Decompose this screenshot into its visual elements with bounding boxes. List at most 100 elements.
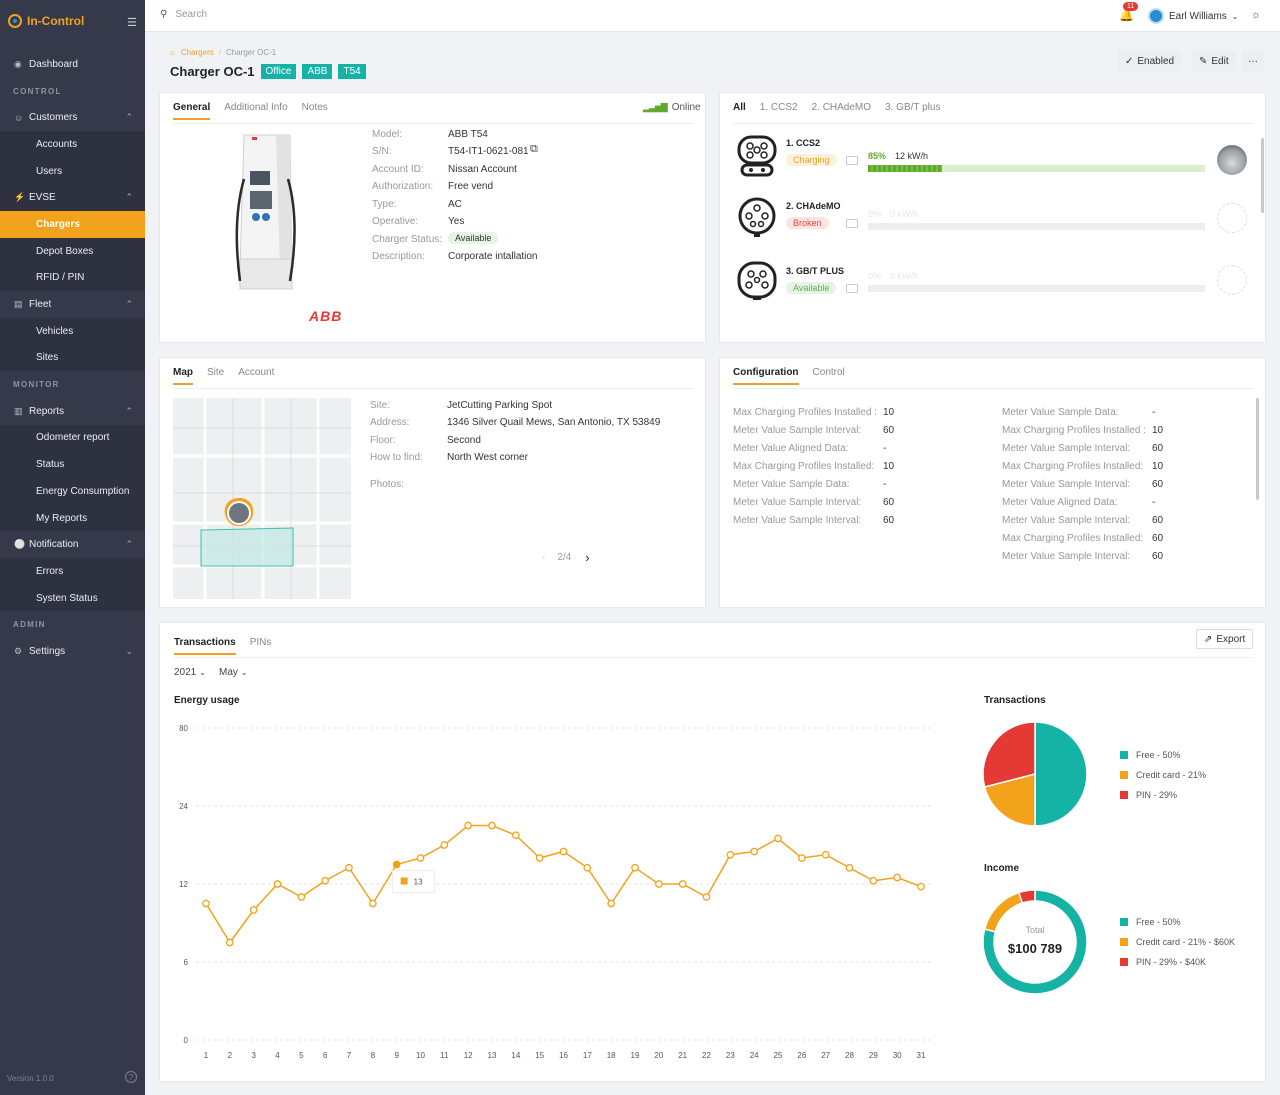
sidebar-item-odometer-report[interactable]: Odometer report (0, 424, 145, 452)
data-point[interactable] (654, 880, 663, 888)
data-point[interactable] (202, 899, 210, 908)
data-point[interactable] (416, 854, 425, 862)
sidebar-item-system-status[interactable]: Systen Status (0, 584, 145, 612)
tab-additional-info[interactable]: Additional Info (224, 102, 288, 113)
tab-transactions[interactable]: Transactions (174, 637, 236, 655)
data-point[interactable] (845, 863, 854, 872)
tab-all[interactable]: All (733, 102, 746, 113)
data-point[interactable] (893, 873, 902, 882)
export-button[interactable]: ⇗ Export (1196, 629, 1254, 649)
data-point[interactable] (321, 876, 330, 885)
theme-toggle-sun-icon[interactable]: ☼ (1251, 9, 1262, 21)
x-tick-label: 27 (821, 1051, 830, 1060)
sidebar-item-customers[interactable]: ☺ Customers ⌃ (14, 112, 133, 124)
tab-gbt-plus[interactable]: 3. GB/T plus (885, 102, 941, 113)
data-point[interactable] (678, 880, 687, 888)
data-point[interactable] (368, 899, 377, 908)
sidebar-item-status[interactable]: Status (0, 451, 145, 478)
slice-pin[interactable] (1017, 889, 1036, 904)
enabled-button[interactable]: ✓ Enabled (1118, 51, 1182, 71)
data-point[interactable] (345, 863, 353, 872)
data-point[interactable] (464, 821, 473, 830)
chevron-right-icon[interactable]: › (585, 550, 590, 565)
data-point[interactable] (440, 841, 449, 849)
data-point[interactable] (750, 847, 759, 856)
tab-map[interactable]: Map (173, 367, 193, 385)
search-input[interactable]: Search (175, 9, 208, 20)
site-photo[interactable] (448, 476, 517, 543)
slice-credit[interactable] (983, 773, 1036, 827)
sidebar-item-errors[interactable]: Errors (0, 558, 145, 585)
month-select[interactable]: May ⌄ (219, 667, 248, 678)
tab-chademo[interactable]: 2. CHAdeMO (811, 102, 872, 113)
sidebar-item-rfid-pin[interactable]: RFID / PIN (0, 264, 145, 292)
sidebar-item-evse[interactable]: ⚡ EVSE ⌃ (0, 184, 145, 212)
data-point[interactable] (726, 850, 735, 859)
help-icon[interactable]: ? (125, 1071, 137, 1083)
slice-pin[interactable] (982, 721, 1036, 788)
sidebar-item-sites[interactable]: Sites (0, 344, 145, 372)
sidebar-item-vehicles[interactable]: Vehicles (0, 317, 145, 345)
data-point[interactable] (535, 854, 544, 862)
vehicle-avatar[interactable] (1217, 145, 1247, 175)
tab-notes[interactable]: Notes (301, 102, 328, 113)
data-point[interactable] (869, 876, 878, 885)
data-point[interactable] (559, 847, 568, 856)
tab-account[interactable]: Account (238, 367, 275, 378)
data-point[interactable] (273, 880, 282, 888)
sidebar-item-users[interactable]: Users (0, 157, 145, 185)
sidebar-item-chargers[interactable]: Chargers (0, 211, 145, 238)
data-point[interactable] (511, 831, 520, 840)
account-link[interactable]: Nissan Account (448, 164, 517, 175)
site-photo[interactable] (621, 476, 690, 543)
tab-general[interactable]: General (173, 102, 211, 120)
tab-ccs2[interactable]: 1. CCS2 (759, 102, 798, 113)
sidebar-item-settings[interactable]: ⚙ Settings ⌄ (14, 645, 133, 657)
data-point[interactable] (583, 863, 592, 872)
data-point[interactable] (488, 821, 496, 830)
data-point[interactable] (797, 854, 806, 862)
sidebar-item-notification[interactable]: ⚪ Notification ⌃ (14, 539, 133, 551)
site-map[interactable] (173, 398, 351, 599)
sidebar-item-accounts[interactable]: Accounts (0, 131, 145, 158)
home-icon[interactable]: ⌂ (170, 48, 175, 57)
data-point[interactable] (249, 906, 258, 914)
search-box[interactable]: ⚲ Search (160, 9, 207, 20)
data-point[interactable] (702, 893, 711, 901)
chevron-left-icon[interactable]: ‹ (542, 552, 546, 563)
data-point[interactable] (225, 938, 234, 947)
x-tick-label: 2 (228, 1051, 233, 1060)
sidebar-item-energy-consumption[interactable]: Energy Consumption (0, 478, 145, 505)
app-logo[interactable]: In-Control (8, 14, 84, 28)
data-point[interactable] (607, 899, 616, 908)
sidebar-item-depot-boxes[interactable]: Depot Boxes (0, 237, 145, 265)
sidebar-item-my-reports[interactable]: My Reports (0, 504, 145, 532)
slice-free[interactable] (1034, 721, 1088, 827)
site-photo[interactable] (524, 476, 593, 543)
tab-pins[interactable]: PINs (249, 637, 272, 648)
data-point[interactable] (392, 860, 401, 869)
tab-configuration[interactable]: Configuration (733, 367, 799, 385)
site-link[interactable]: JetCutting Parking Spot (447, 400, 553, 411)
connector-scrollbar[interactable] (1261, 138, 1264, 213)
tab-control[interactable]: Control (812, 367, 845, 378)
tab-site[interactable]: Site (207, 367, 225, 378)
data-point[interactable] (774, 834, 782, 843)
breadcrumb-chargers[interactable]: Chargers (180, 48, 214, 57)
config-value: 60 (1152, 443, 1164, 454)
sidebar-item-reports[interactable]: ▥ Reports ⌃ (14, 405, 133, 417)
data-point[interactable] (631, 863, 639, 872)
config-scrollbar[interactable] (1256, 398, 1259, 500)
collapse-menu-icon[interactable]: ☰ (127, 17, 137, 29)
year-select[interactable]: 2021 ⌄ (174, 667, 206, 678)
copy-icon[interactable]: ⧉ (530, 143, 538, 155)
data-point[interactable] (917, 882, 925, 891)
edit-button[interactable]: ✎ Edit (1192, 51, 1236, 71)
user-menu[interactable]: Earl Williams ⌄ (1148, 8, 1238, 24)
sidebar-item-fleet[interactable]: ▤ Fleet ⌃ (14, 299, 133, 311)
data-point[interactable] (297, 893, 306, 901)
sidebar-item-dashboard[interactable]: ◉ Dashboard (14, 58, 78, 70)
more-button[interactable]: ··· (1242, 51, 1264, 71)
notifications-bell-icon[interactable]: 🔔 11 (1119, 2, 1139, 22)
data-point[interactable] (821, 850, 830, 859)
